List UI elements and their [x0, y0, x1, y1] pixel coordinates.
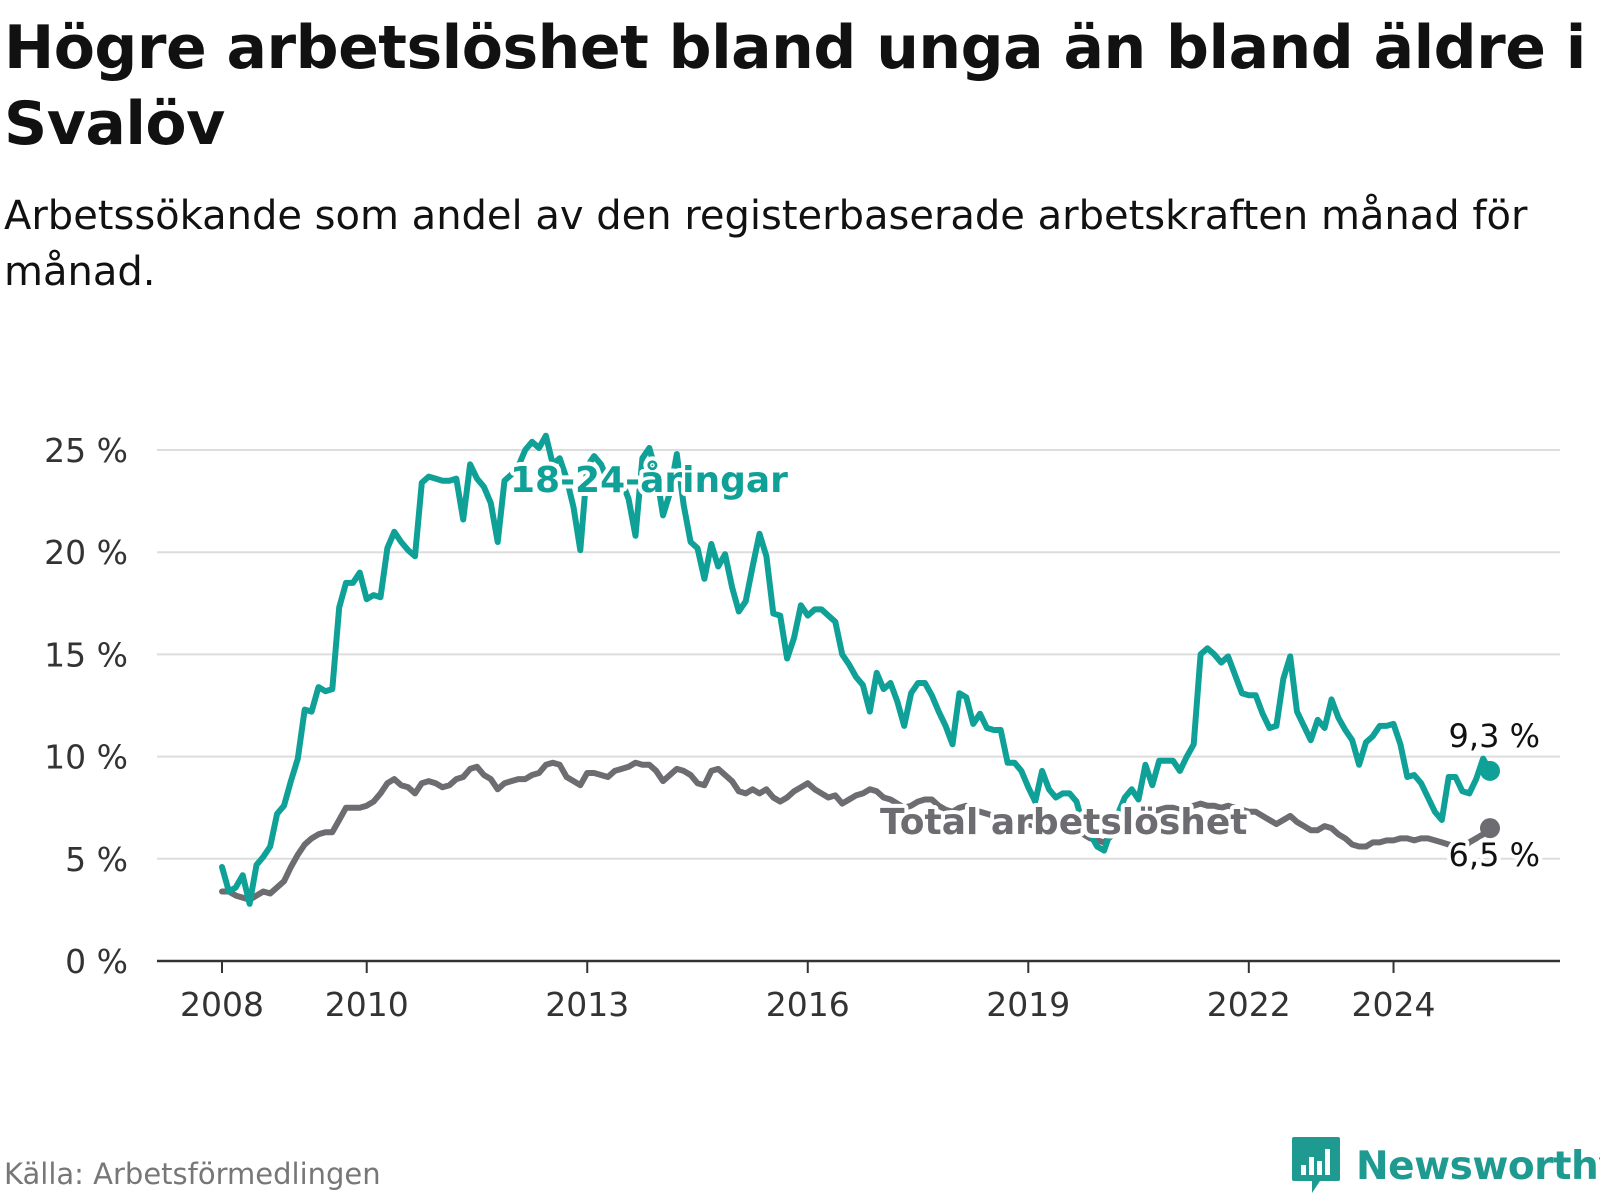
chart-title: Högre arbetslöshet bland unga än bland ä… — [4, 13, 1586, 159]
x-tick-label: 2022 — [1207, 985, 1291, 1024]
y-tick-label: 15 % — [44, 635, 128, 674]
brand-name: Newsworthy — [1356, 1143, 1600, 1189]
end-value-total: 6,5 % — [1449, 836, 1540, 874]
y-tick-label: 25 % — [44, 431, 128, 470]
series-label-youth: 18-24-åringar — [510, 460, 788, 501]
x-tick-label: 2013 — [545, 985, 629, 1024]
x-tick-label: 2019 — [986, 985, 1070, 1024]
x-tick-label: 2016 — [766, 985, 850, 1024]
series-label-youth-halo: 18-24-åringar — [510, 460, 788, 501]
series-line-total — [219, 759, 1493, 903]
series-label-total: Total arbetslöshet — [880, 802, 1248, 843]
y-tick-label: 10 % — [44, 738, 128, 777]
y-tick-label: 20 % — [44, 533, 128, 572]
series-line-youth — [219, 432, 1493, 907]
series-lines — [219, 432, 1500, 907]
y-tick-label: 0 % — [65, 942, 128, 981]
newsworthy-logo-icon — [1292, 1137, 1340, 1193]
end-value-total-halo: 6,5 % — [1449, 836, 1540, 874]
series-label-total-halo: Total arbetslöshet — [880, 802, 1248, 843]
y-axis-labels: 0 % 5 % 10 % 15 % 20 % 25 % — [44, 431, 128, 981]
end-value-youth: 9,3 % — [1449, 717, 1540, 755]
source-note: Källa: Arbetsförmedlingen — [4, 1157, 381, 1191]
y-tick-label: 5 % — [65, 840, 128, 879]
end-dot-total — [1480, 818, 1500, 839]
end-dot-youth — [1480, 760, 1500, 781]
chart-subtitle: Arbetssökande som andel av den registerb… — [4, 193, 1528, 295]
gridlines — [157, 449, 1560, 860]
x-tick-label: 2024 — [1352, 985, 1436, 1024]
end-value-youth-halo: 9,3 % — [1449, 717, 1540, 755]
x-tick-label: 2010 — [325, 985, 409, 1024]
x-tick-label: 2008 — [180, 985, 264, 1024]
brand-logo[interactable]: Newsworthy — [1290, 1135, 1600, 1197]
x-axis-ticks: 2008 2010 2013 2016 2019 2022 2024 — [180, 961, 1436, 1024]
